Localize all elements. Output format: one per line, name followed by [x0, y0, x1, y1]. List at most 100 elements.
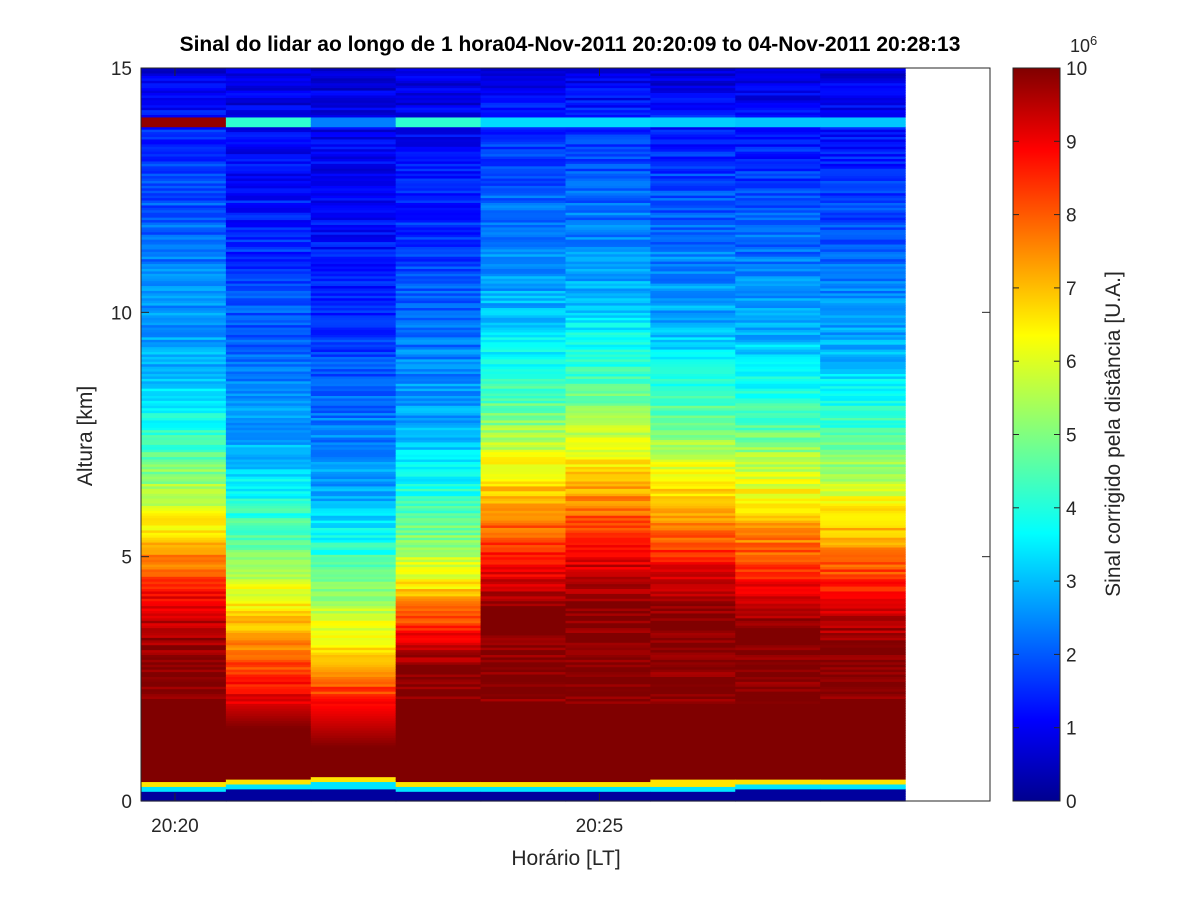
- heatmap-cell: [141, 436, 227, 440]
- heatmap-cell: [820, 710, 906, 714]
- heatmap-cell: [565, 556, 651, 560]
- heatmap-cell: [480, 356, 567, 360]
- heatmap-cell: [310, 173, 397, 177]
- heatmap-cell: [820, 397, 906, 401]
- heatmap-cell: [480, 700, 567, 704]
- heatmap-cell: [650, 204, 736, 208]
- heatmap-cell: [480, 458, 567, 462]
- heatmap-cell: [650, 263, 736, 267]
- heatmap-cell: [735, 195, 821, 199]
- heatmap-cell: [650, 170, 736, 174]
- heatmap-cell: [310, 253, 397, 257]
- heatmap-cell: [395, 542, 482, 546]
- heatmap-cell: [225, 375, 312, 379]
- heatmap-cell: [225, 173, 312, 177]
- heatmap-cell: [735, 681, 821, 685]
- heatmap-cell: [480, 517, 567, 521]
- heatmap-cell: [225, 138, 312, 142]
- heatmap-cell: [310, 576, 397, 580]
- heatmap-cell: [650, 708, 736, 712]
- heatmap-cell: [225, 434, 312, 438]
- heatmap-cell: [310, 678, 397, 682]
- heatmap-cell: [225, 165, 312, 169]
- heatmap-cell: [650, 766, 736, 770]
- heatmap-cell: [225, 68, 312, 72]
- heatmap-cell: [650, 671, 736, 675]
- heatmap-cell: [820, 121, 906, 125]
- heatmap-cell: [310, 251, 397, 255]
- heatmap-cell: [650, 133, 736, 138]
- heatmap-cell: [225, 686, 312, 690]
- heatmap-cell: [310, 397, 397, 401]
- heatmap-cell: [820, 695, 906, 699]
- heatmap-cell: [310, 270, 397, 274]
- heatmap-cell: [310, 693, 397, 697]
- heatmap-cell: [735, 72, 821, 76]
- heatmap-cell: [395, 688, 482, 692]
- heatmap-cell: [565, 520, 651, 524]
- heatmap-cell: [820, 495, 906, 499]
- heatmap-cell: [735, 121, 821, 125]
- heatmap-cell: [480, 77, 567, 81]
- heatmap-cell: [310, 307, 397, 311]
- heatmap-cell: [820, 532, 906, 536]
- heatmap-cell: [395, 204, 482, 208]
- heatmap-cell: [820, 153, 906, 157]
- heatmap-cell: [565, 199, 651, 203]
- heatmap-cell: [480, 317, 567, 321]
- heatmap-cell: [565, 107, 651, 111]
- heatmap-cell: [310, 649, 397, 653]
- heatmap-cell: [395, 202, 482, 206]
- heatmap-cell: [820, 432, 906, 436]
- heatmap-cell: [141, 70, 227, 74]
- heatmap-cell: [395, 348, 482, 353]
- heatmap-cell: [310, 564, 397, 568]
- heatmap-cell: [310, 629, 397, 634]
- heatmap-cell: [735, 742, 821, 746]
- heatmap-cell: [310, 87, 397, 91]
- heatmap-cell: [735, 378, 821, 382]
- heatmap-cell: [225, 405, 312, 409]
- heatmap-cell: [650, 603, 736, 607]
- heatmap-cell: [310, 708, 397, 712]
- heatmap-cell: [225, 351, 312, 355]
- heatmap-cell: [141, 517, 227, 521]
- heatmap-cell: [650, 163, 736, 167]
- heatmap-cell: [565, 761, 651, 765]
- heatmap-cell: [735, 229, 821, 233]
- heatmap-cell: [650, 463, 736, 467]
- heatmap-cell: [820, 234, 906, 238]
- heatmap-cell: [820, 651, 906, 655]
- heatmap-cell: [480, 607, 567, 612]
- heatmap-cell: [735, 82, 821, 86]
- heatmap-cell: [395, 395, 482, 399]
- heatmap-cell: [141, 761, 227, 765]
- heatmap-cell: [141, 595, 227, 599]
- heatmap-cell: [225, 356, 312, 360]
- heatmap-cell: [565, 681, 651, 685]
- heatmap-cell: [395, 366, 482, 370]
- heatmap-cell: [735, 649, 821, 653]
- heatmap-cell: [480, 788, 567, 792]
- heatmap-cell: [650, 429, 736, 433]
- heatmap-cell: [395, 224, 482, 228]
- heatmap-cell: [735, 317, 821, 321]
- heatmap-cell: [735, 444, 821, 448]
- heatmap-cell: [225, 131, 312, 135]
- heatmap-cell: [565, 168, 651, 172]
- heatmap-cell: [141, 89, 227, 94]
- heatmap-cell: [225, 612, 312, 616]
- heatmap-cell: [395, 725, 482, 729]
- heatmap-cell: [565, 292, 651, 296]
- heatmap-cell: [310, 791, 397, 795]
- heatmap-cell: [565, 783, 651, 787]
- heatmap-cell: [141, 539, 227, 543]
- heatmap-cell: [565, 703, 651, 707]
- heatmap-cell: [225, 681, 312, 685]
- heatmap-cell: [565, 405, 651, 409]
- heatmap-cell: [650, 224, 736, 228]
- heatmap-cell: [141, 373, 227, 377]
- heatmap-cell: [480, 219, 567, 223]
- heatmap-cell: [480, 234, 567, 238]
- heatmap-cell: [225, 410, 312, 414]
